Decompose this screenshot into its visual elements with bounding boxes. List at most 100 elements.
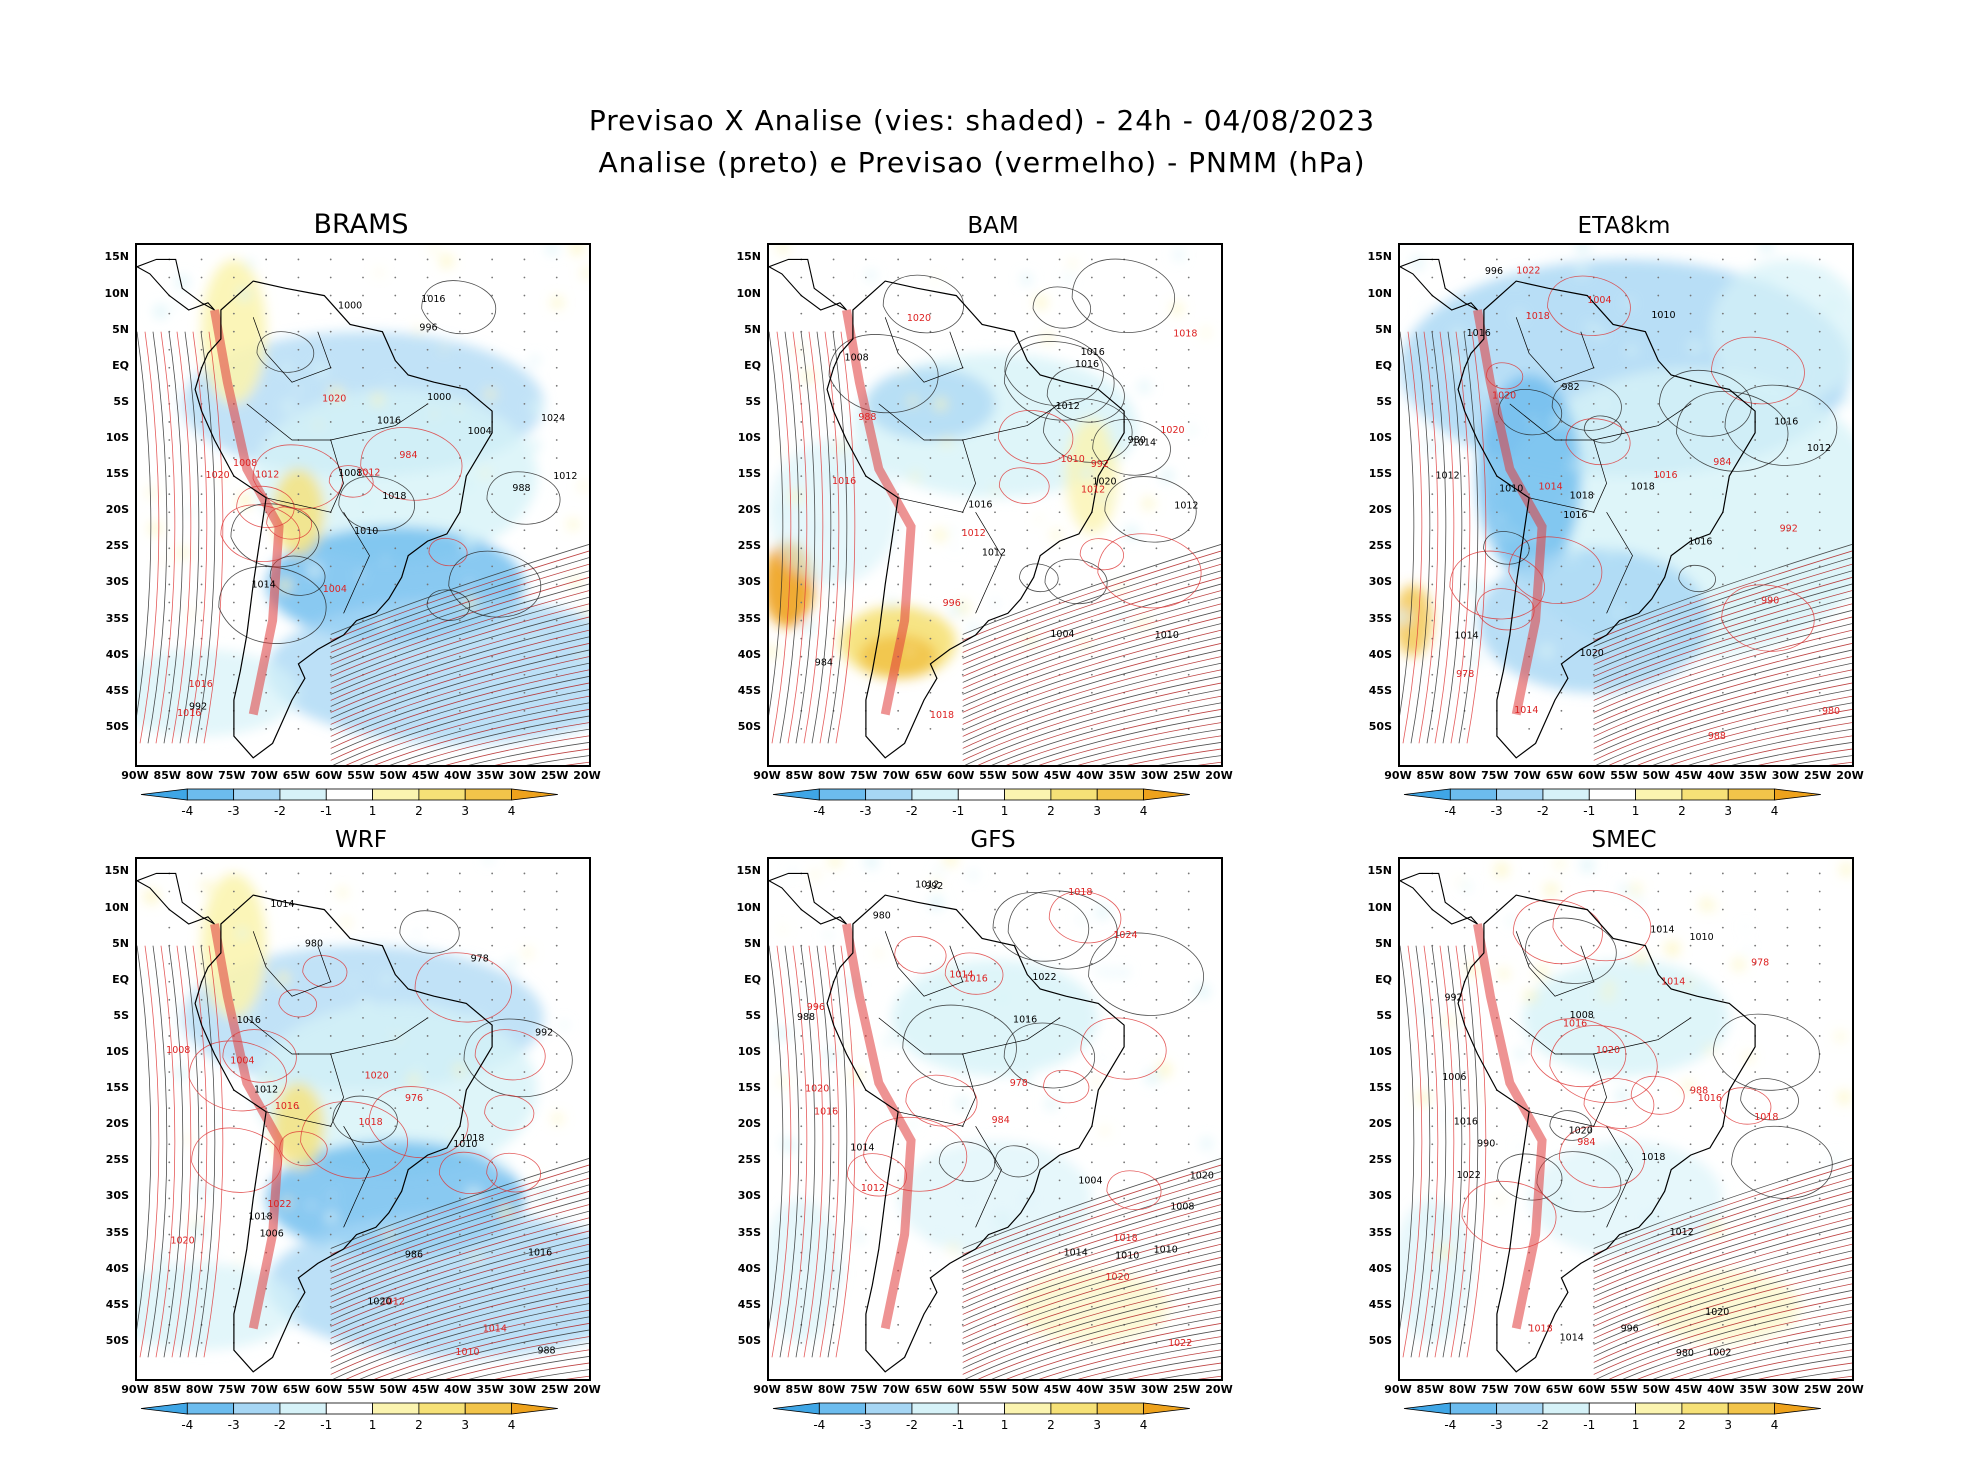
colorbar-right-arrow <box>1774 1402 1821 1415</box>
bias-speckle <box>212 1248 218 1255</box>
isobar <box>463 1018 573 1098</box>
colorbar-tick-label: 1 <box>1632 804 1640 818</box>
bias-speckle <box>209 917 218 926</box>
isobar-label: 996 <box>1621 1324 1639 1335</box>
isobar <box>962 662 1221 743</box>
isobar <box>256 331 315 373</box>
lon-label: 50W <box>379 769 407 782</box>
bias-speckle <box>1045 1098 1058 1110</box>
bias-speckle <box>1214 1160 1221 1170</box>
lon-label: 55W <box>979 1383 1007 1396</box>
coastline-south-america <box>1457 894 1756 1373</box>
lat-label: 15S <box>1368 1081 1392 1095</box>
isobar-label: 1010 <box>1155 630 1179 641</box>
colorbar-segment <box>1727 1402 1775 1415</box>
isobar <box>1032 286 1092 329</box>
colorbar-segment <box>1050 788 1098 801</box>
isobar <box>1410 331 1431 744</box>
andes-isobar-band <box>842 309 916 716</box>
bias-speckle <box>201 880 212 892</box>
bias-speckle <box>464 521 471 528</box>
bias-speckle <box>1188 426 1196 434</box>
isobar-label: 1006 <box>260 1228 284 1239</box>
isobar-label: 992 <box>925 881 943 892</box>
bias-speckle <box>1195 984 1210 999</box>
lon-label: 75W <box>1481 1383 1509 1396</box>
bias-speckle <box>237 1259 242 1264</box>
isobar-label: 1016 <box>1774 416 1798 427</box>
isobar <box>389 715 589 765</box>
lat-label: 40S <box>737 647 761 661</box>
map-area: 1016 1010 1014 1012 1010 1020 1014 1018 1020 1022… <box>767 857 1223 1381</box>
isobar-label: 1010 <box>354 526 378 537</box>
bias-speckle <box>560 1021 568 1029</box>
isobar <box>445 1349 589 1379</box>
isobar <box>1007 890 1118 970</box>
bias-speckle <box>1712 490 1720 498</box>
isobar <box>1197 1375 1221 1379</box>
lat-label: 50S <box>105 1333 129 1347</box>
bias-speckle <box>944 859 957 866</box>
colorbar-tick-label: 4 <box>1140 804 1148 818</box>
colorbar-tick-label: -2 <box>274 1418 286 1432</box>
bias-blob <box>1400 584 1433 657</box>
isobar-label: 1012 <box>915 879 939 890</box>
isobar-label: 1016 <box>1688 537 1712 548</box>
colorbar-segment <box>1588 1402 1636 1415</box>
isobar <box>137 331 152 716</box>
coastline-south-america <box>1457 280 1756 759</box>
lon-label: 60W <box>1577 1383 1606 1396</box>
panel-title: BAM <box>967 213 1019 239</box>
isobar-label: 984 <box>992 1115 1010 1126</box>
panel-title: WRF <box>335 827 387 853</box>
isobar <box>977 1309 1221 1379</box>
isobar-label: 1016 <box>1013 1014 1037 1025</box>
colorbar-segment <box>1588 788 1636 801</box>
isobar-label: 986 <box>405 1249 423 1260</box>
isobar <box>526 755 589 765</box>
isobar <box>1731 1125 1833 1199</box>
lat-label: 5N <box>1375 936 1392 950</box>
bias-speckle <box>1580 859 1595 873</box>
bias-speckle <box>570 245 584 255</box>
isobar-label: 992 <box>535 1028 553 1039</box>
isobar <box>1593 583 1852 671</box>
colorbar-tick-label: 1 <box>369 1418 377 1432</box>
bias-speckle <box>414 326 422 334</box>
bias-speckle <box>936 867 943 874</box>
colorbar-left-arrow <box>140 1402 188 1415</box>
isobar <box>330 669 589 749</box>
isobar-label: 1014 <box>850 1143 874 1154</box>
lon-label: 60W <box>314 769 343 782</box>
lon-label: 30W <box>1771 769 1800 782</box>
colorbar-tick-label: -4 <box>1444 1418 1456 1432</box>
bias-speckle <box>1457 879 1463 885</box>
bias-speckle <box>408 1075 419 1086</box>
colorbar-segment <box>418 788 466 801</box>
isobar-label: 1006 <box>1442 1072 1466 1083</box>
colorbar-tick-label: -1 <box>320 1418 332 1432</box>
lat-label: 40S <box>1368 1261 1392 1275</box>
isobar <box>1593 1283 1852 1363</box>
isobar <box>1593 1230 1852 1315</box>
bias-speckle <box>1108 434 1118 445</box>
lon-label: 30W <box>1771 1383 1800 1396</box>
lon-label: 30W <box>1140 769 1169 782</box>
bias-speckle <box>383 556 388 562</box>
bias-speckle <box>278 579 292 592</box>
isobar <box>1593 1290 1852 1369</box>
isobar <box>330 1283 589 1363</box>
bias-speckle <box>1096 967 1105 976</box>
isobar <box>428 537 468 567</box>
isobar-label: 988 <box>858 412 876 423</box>
isobar <box>1593 563 1852 653</box>
lat-label: 30S <box>105 1189 129 1203</box>
bias-speckle <box>551 296 563 309</box>
isobar <box>1622 702 1852 765</box>
colorbar-tick-label: 1 <box>1001 804 1009 818</box>
isobar-label: 1016 <box>1563 510 1587 521</box>
isobar-label: 1022 <box>267 1199 291 1210</box>
isobar <box>962 1164 1221 1255</box>
bias-speckle <box>866 270 876 281</box>
isobar <box>1402 331 1423 744</box>
